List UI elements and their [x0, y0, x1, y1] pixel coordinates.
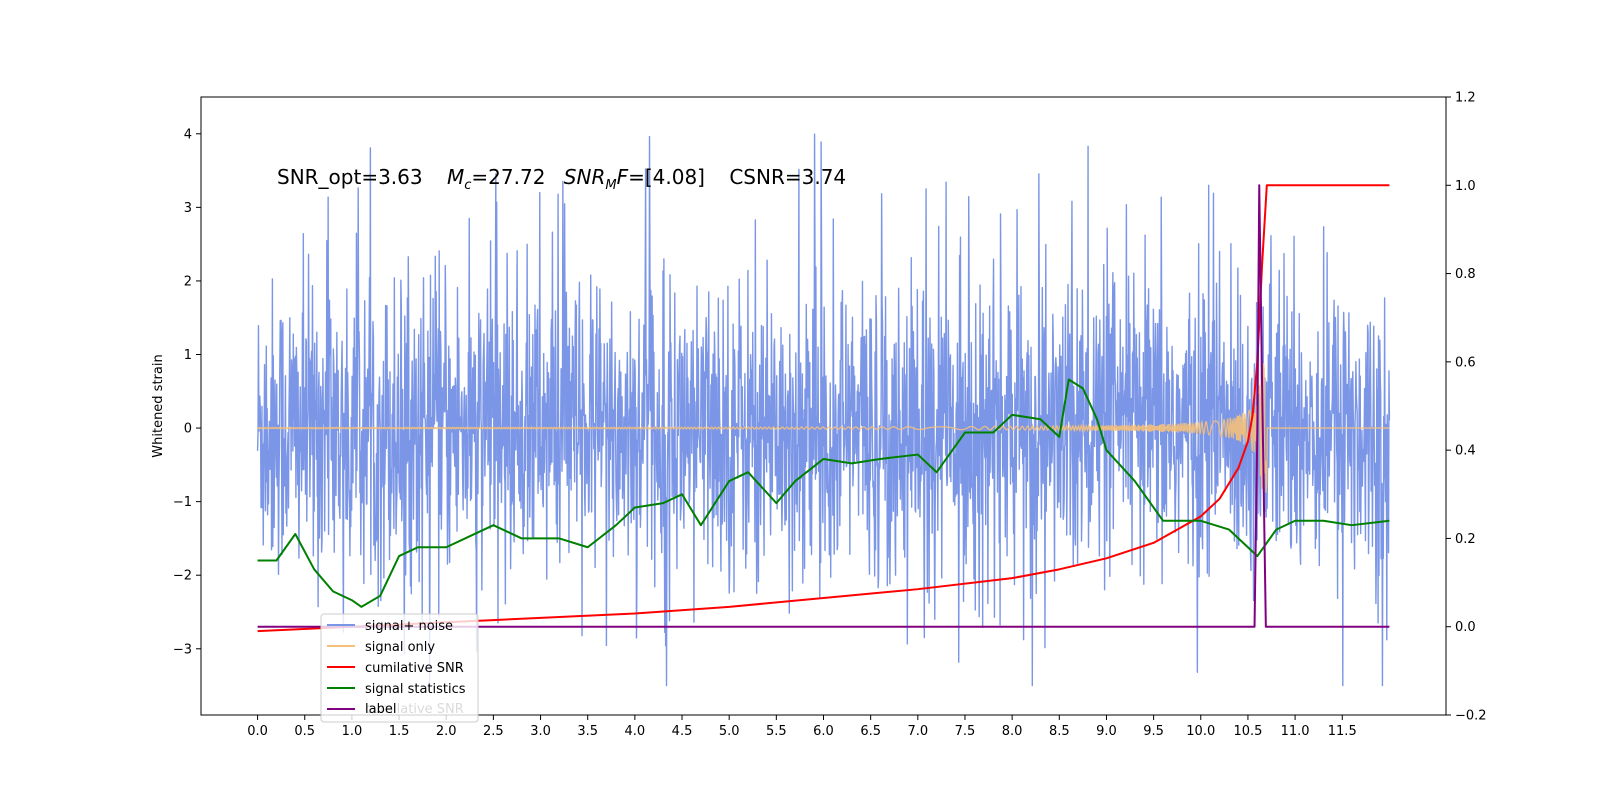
annotation-mc-symbol: M [447, 165, 464, 189]
x-tick-label: 10.0 [1186, 724, 1215, 739]
signal-noise-line [256, 133, 1391, 687]
x-tick-label: 0.5 [294, 724, 315, 739]
y-right-tick-label: 0.6 [1455, 355, 1476, 370]
annotation-snr-mf-symbol: SNR [564, 165, 606, 189]
y-right-tick-label: 0.0 [1455, 620, 1476, 635]
label-series [257, 184, 1390, 628]
x-tick-label: 8.5 [1049, 724, 1070, 739]
x-tick-label: 1.0 [342, 724, 363, 739]
y-left-tick-label: 4 [184, 127, 192, 142]
y-left-tick-label: −3 [173, 642, 192, 657]
x-tick-label: 3.0 [530, 724, 551, 739]
x-tick-label: 1.5 [389, 724, 410, 739]
x-tick-label: 8.0 [1002, 724, 1023, 739]
x-tick-label: 9.0 [1096, 724, 1117, 739]
signal-statistics-series [257, 378, 1390, 608]
y-right-tick-label: 0.4 [1455, 444, 1476, 459]
annotation-mc-sub: c [464, 178, 471, 193]
y-right-tick-label: 0.8 [1455, 267, 1476, 282]
y-left-tick-label: 3 [184, 201, 192, 216]
x-tick-label: 10.5 [1233, 724, 1262, 739]
x-tick-label: 2.0 [436, 724, 457, 739]
chart-annotation: SNR_opt=3.63 Mc=27.72 SNRMF=[4.08] CSNR=… [277, 165, 846, 193]
cumulative-snr-series [257, 184, 1390, 633]
x-tick-label: 0.0 [247, 724, 268, 739]
signal-statistics-line [257, 378, 1390, 608]
x-tick-label: 11.5 [1328, 724, 1357, 739]
y-left-tick-label: 0 [184, 422, 192, 437]
legend: cumilative SNR signal+ noise signal only… [320, 613, 479, 723]
label-line [257, 184, 1390, 628]
annotation-snr-mf-tail: F [617, 165, 629, 189]
x-tick-label: 7.5 [955, 724, 976, 739]
y-left-tick-label: 2 [184, 274, 192, 289]
legend-box [320, 613, 479, 723]
y-right-tick-label: −0.2 [1455, 709, 1487, 724]
x-tick-label: 3.5 [577, 724, 598, 739]
legend-label-signal-statistics: signal statistics [365, 682, 466, 697]
y-left-tick-label: 1 [184, 348, 192, 363]
y-left-tick-label: −2 [173, 569, 192, 584]
signal-only-series [257, 363, 1390, 493]
y-right-tick-label: 1.0 [1455, 179, 1476, 194]
annotation-csnr: CSNR=3.74 [729, 165, 846, 189]
x-tick-label: 11.0 [1281, 724, 1310, 739]
x-tick-label: 4.0 [625, 724, 646, 739]
signal-only-line [257, 363, 1390, 493]
y-right-axis-ticks: 1.2 1.0 0.8 0.6 0.4 0.2 0.0 −0.2 [1446, 91, 1487, 724]
x-axis-ticks: 0.0 0.5 1.0 1.5 2.0 2.5 3.0 3.5 4.0 4.5 5.0 5.5 6.0 6… [247, 715, 1357, 739]
legend-ghost-text: cumilative SNR [365, 702, 464, 717]
cumulative-snr-line [257, 184, 1390, 633]
annotation-snr-opt: SNR_opt=3.63 [277, 165, 423, 189]
x-tick-label: 7.0 [907, 724, 928, 739]
y-left-axis-label: Whitened strain [151, 354, 166, 457]
y-left-axis-ticks: 4 3 2 1 0 −1 −2 −3 [173, 127, 201, 657]
x-tick-label: 5.0 [719, 724, 740, 739]
legend-label-signal-only: signal only [365, 640, 435, 655]
annotation-mc-value: =27.72 [471, 165, 545, 189]
x-tick-label: 6.0 [813, 724, 834, 739]
legend-label-signal-noise: signal+ noise [365, 619, 453, 634]
annotation-snr-mf-sub: M [605, 178, 616, 193]
y-right-tick-label: 1.2 [1455, 91, 1476, 106]
legend-label-cumulative-snr: cumilative SNR [365, 661, 464, 676]
signal-noise-series [256, 133, 1391, 687]
x-tick-label: 2.5 [483, 724, 504, 739]
annotation-snr-mf-value: =[4.08] [628, 165, 705, 189]
y-right-tick-label: 0.2 [1455, 532, 1476, 547]
legend-label-label: label [365, 702, 396, 717]
x-tick-label: 5.5 [766, 724, 787, 739]
x-tick-label: 4.5 [672, 724, 693, 739]
x-tick-label: 9.5 [1143, 724, 1164, 739]
x-tick-label: 6.5 [860, 724, 881, 739]
y-left-tick-label: −1 [173, 495, 192, 510]
